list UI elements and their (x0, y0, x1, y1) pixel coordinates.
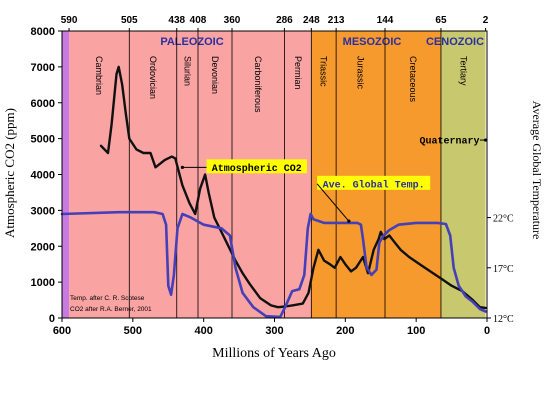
top-tick-label: 590 (61, 15, 78, 26)
period-label-silurian: Silurian (182, 56, 192, 86)
x-tick-label: 500 (124, 325, 142, 337)
period-label-tertiary: Tertiary (458, 56, 468, 86)
period-label-triassic: Triassic (319, 56, 329, 87)
quaternary-band (485, 31, 487, 318)
top-tick-label: 65 (435, 15, 447, 26)
y-tick-label: 1000 (31, 277, 55, 289)
period-label-permian: Permian (293, 56, 303, 90)
top-tick-label: 286 (276, 15, 293, 26)
annotation-label-quaternary: Quaternary (419, 137, 479, 148)
era-band-mesozoic (311, 31, 441, 318)
annotation-pointer-head-quaternary (483, 138, 488, 142)
era-label-mesozoic: MESOZOIC (343, 36, 402, 48)
x-tick-label: 300 (265, 325, 283, 337)
top-tick-label: 438 (168, 15, 185, 26)
credit-line-1: Temp. after C. R. Scotese (70, 295, 145, 302)
right-tick-label: 22°C (493, 214, 514, 225)
annotation-label-atmospheric-co2: Atmospheric CO2 (212, 163, 302, 175)
annotation-box-atmospheric-co2 (206, 159, 308, 174)
top-tick-label: 248 (303, 15, 320, 26)
period-label-cretaceous: Cretaceous (408, 56, 418, 103)
y-tick-label: 6000 (31, 98, 55, 110)
temperature-series-line (60, 210, 487, 319)
top-tick-label: 360 (224, 15, 241, 26)
period-dividers: Cambrian Ordovician Silurian Devonian Carbon… (94, 31, 468, 318)
y-tick-label: 7000 (31, 62, 55, 74)
y-axis-label-right: Average Global Temperature (530, 101, 544, 240)
y-tick-label: 8000 (31, 26, 55, 38)
period-label-devonian: Devonian (210, 56, 220, 94)
y-tick-label: 5000 (31, 134, 55, 146)
period-label-jurassic: Jurassic (356, 56, 366, 90)
annotation-pointer-ave-global-temp (316, 183, 350, 222)
period-label-cambrian: Cambrian (94, 56, 104, 95)
era-label-cenozoic: CENOZOIC (426, 36, 484, 48)
annotation-pointer-head-atmospheric-co2 (180, 165, 185, 169)
y-axis-label-left: Atmospheric CO2 (ppm) (2, 108, 17, 238)
series-lines (60, 65, 487, 319)
pre-cambrian-band (62, 31, 70, 318)
x-tick-label: 400 (194, 325, 212, 337)
top-tick-label: 213 (328, 15, 345, 26)
credit-line-2: CO2 after R.A. Berner, 2001 (70, 306, 152, 313)
era-band-cenozoic (440, 31, 486, 318)
annotation-label-ave-global-temp: Ave. Global Temp. (323, 179, 425, 191)
y-tick-label: 4000 (31, 170, 55, 182)
x-tick-label: 100 (407, 325, 425, 337)
right-tick-label: 17°C (493, 264, 514, 275)
annotation-pointer-head-ave-global-temp (347, 219, 351, 223)
top-tick-label: 2 (483, 15, 489, 26)
x-tick-label: 200 (336, 325, 354, 337)
era-band-paleozoic (69, 31, 312, 318)
x-tick-label: 600 (53, 325, 71, 337)
y-tick-label: 2000 (31, 241, 55, 253)
top-tick-label: 505 (121, 15, 138, 26)
y-tick-label: 3000 (31, 205, 55, 217)
period-label-carboniferous: Carboniferous (253, 56, 263, 113)
annotations: Atmospheric CO2 Ave. Global Temp. Quaterna… (180, 137, 488, 223)
top-tick-label: 408 (190, 15, 207, 26)
x-axis-label: Millions of Years Ago (212, 346, 336, 361)
era-label-paleozoic: PALEOZOIC (160, 36, 223, 48)
period-label-ordovician: Ordovician (148, 56, 158, 99)
y-tick-label: 0 (49, 313, 55, 325)
annotation-box-ave-global-temp (317, 175, 431, 190)
x-tick-label: 0 (484, 325, 490, 337)
right-tick-label: 12°C (493, 314, 514, 325)
top-tick-label: 144 (377, 15, 394, 26)
